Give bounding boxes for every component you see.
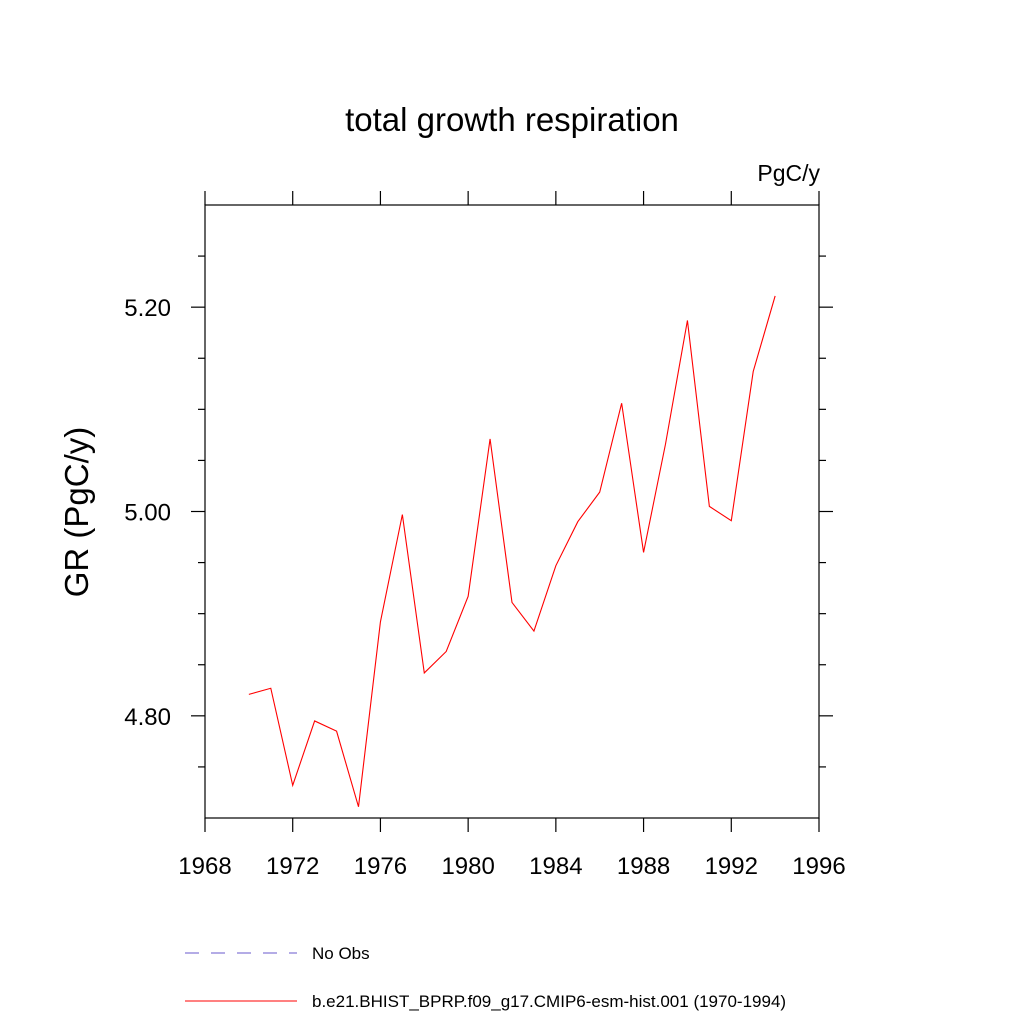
legend-label-model: b.e21.BHIST_BPRP.f09_g17.CMIP6-esm-hist.… (312, 992, 786, 1011)
x-tick-label: 1972 (266, 853, 319, 880)
units-label: PgC/y (757, 160, 820, 186)
legend-label-no-obs: No Obs (312, 944, 370, 963)
axis-tick-labels: 1968 1972 1976 1980 1984 1988 1992 1996 4.80 5.00… (124, 295, 845, 880)
x-tick-label: 1980 (441, 853, 494, 880)
chart-title: total growth respiration (345, 101, 679, 138)
x-tick-label: 1984 (529, 853, 582, 880)
legend: No Obs b.e21.BHIST_BPRP.f09_g17.CMIP6-es… (185, 944, 786, 1011)
x-tick-label: 1988 (617, 853, 670, 880)
y-tick-label: 4.80 (124, 704, 171, 731)
x-tick-label: 1976 (354, 853, 407, 880)
y-tick-label: 5.20 (124, 295, 171, 322)
x-tick-label: 1992 (705, 853, 758, 880)
x-tick-label: 1996 (792, 853, 845, 880)
y-axis-label: GR (PgC/y) (58, 427, 95, 598)
axis-ticks (191, 191, 833, 832)
plot-frame (204, 204, 820, 819)
data-series (248, 295, 776, 807)
series-line (248, 295, 776, 807)
y-tick-label: 5.00 (124, 500, 171, 527)
x-tick-label: 1968 (178, 853, 231, 880)
